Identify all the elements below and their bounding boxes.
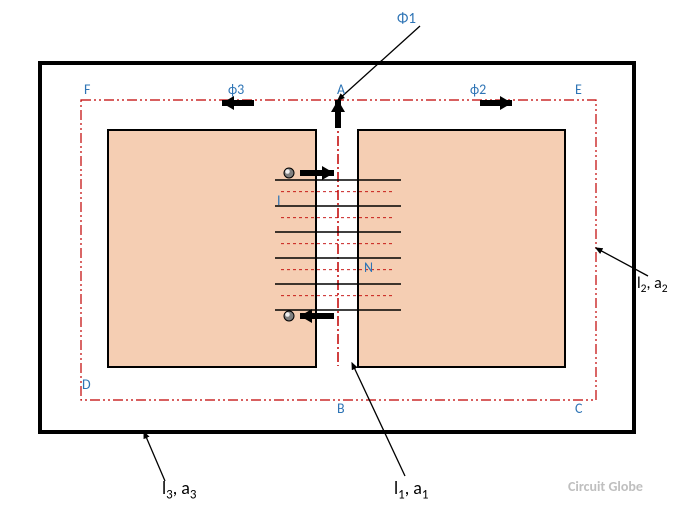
terminal-top-highlight — [285, 169, 290, 174]
label-phi3: ϕ3 — [228, 81, 244, 98]
label-A: A — [337, 81, 345, 98]
label-I: I — [277, 192, 281, 209]
label-Phi1_top: Φ1 — [397, 10, 416, 28]
label-l3a3: l3, a3 — [162, 477, 196, 503]
label-B: B — [337, 400, 345, 417]
label-l2a2: l2, a2 — [637, 274, 668, 296]
window-left — [108, 130, 316, 367]
label-C: C — [575, 400, 582, 417]
label-F: F — [84, 81, 90, 98]
label-E: E — [575, 81, 582, 98]
label-phi2: ϕ2 — [470, 81, 486, 98]
label-l1a1: l1, a1 — [394, 477, 428, 503]
diagram-canvas: Φ1 Fϕ3 Aϕ2 E I N D B Cl2, a2 l3, a3 l1, a1 Circuit … — [0, 0, 689, 515]
diagram-svg — [0, 0, 689, 515]
callout-l3 — [144, 432, 165, 481]
label-N: N — [364, 259, 373, 276]
terminal-bottom-highlight — [285, 312, 290, 317]
window-right — [358, 130, 565, 367]
label-D: D — [82, 376, 91, 393]
label-watermark: Circuit Globe — [568, 478, 643, 495]
